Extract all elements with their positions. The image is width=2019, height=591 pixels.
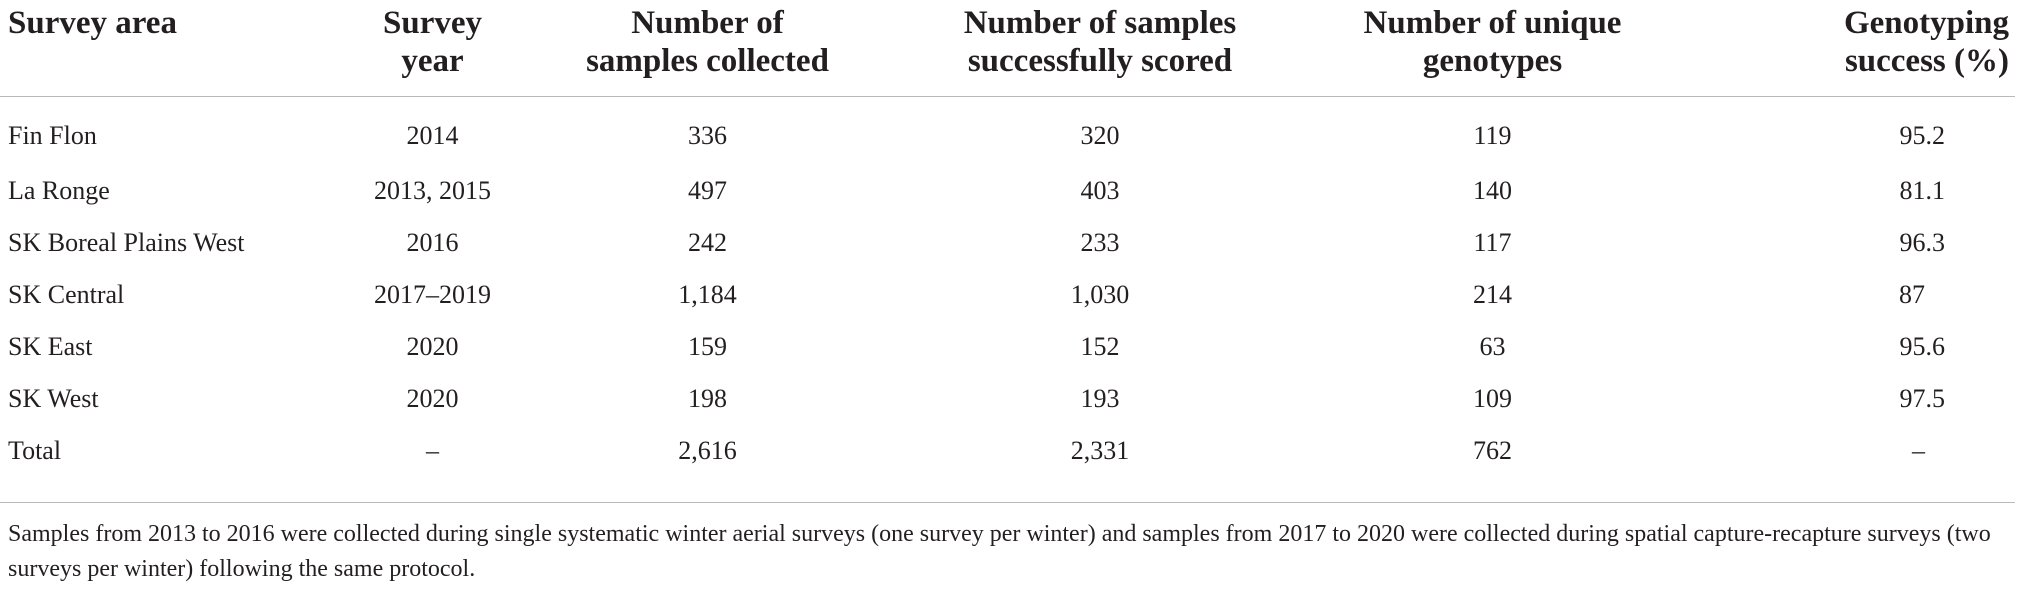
table-row: La Ronge 2013, 2015 497 403 140 81.1 bbox=[0, 165, 2015, 217]
cell-samples-scored: 233 bbox=[1080, 228, 1120, 257]
cell-survey-area: SK Central bbox=[8, 280, 125, 309]
cell-genotyping-success: 81.1 bbox=[1899, 176, 1946, 205]
cell-samples-scored: 2,331 bbox=[1070, 436, 1130, 465]
cell-unique-genotypes: 119 bbox=[1473, 121, 1512, 150]
cell-genotyping-success: 95.2 bbox=[1899, 121, 1946, 150]
header-survey-year: Survey year bbox=[350, 0, 515, 97]
cell-survey-area: SK West bbox=[8, 384, 99, 413]
cell-samples-collected: 497 bbox=[688, 176, 727, 205]
cell-samples-scored: 152 bbox=[1080, 332, 1120, 361]
survey-table: Survey area Survey year Number of sample… bbox=[0, 0, 2015, 483]
cell-genotyping-success: 97.5 bbox=[1899, 384, 1946, 413]
cell-survey-year: 2017–2019 bbox=[374, 280, 491, 309]
table-row: SK East 2020 159 152 63 95.6 bbox=[0, 321, 2015, 373]
table-row: SK Central 2017–2019 1,184 1,030 214 87 bbox=[0, 269, 2015, 321]
cell-survey-area: Fin Flon bbox=[8, 121, 97, 150]
cell-survey-area: SK Boreal Plains West bbox=[8, 228, 245, 257]
cell-samples-scored: 403 bbox=[1080, 176, 1120, 205]
cell-unique-genotypes: 140 bbox=[1473, 176, 1512, 205]
cell-samples-scored: 320 bbox=[1080, 121, 1120, 150]
cell-survey-year: 2013, 2015 bbox=[374, 176, 491, 205]
table-row: SK Boreal Plains West 2016 242 233 117 9… bbox=[0, 217, 2015, 269]
cell-unique-genotypes: 63 bbox=[1479, 332, 1506, 361]
header-unique-genotypes: Number of unique genotypes bbox=[1300, 0, 1685, 97]
header-samples-scored: Number of samples successfully scored bbox=[900, 0, 1300, 97]
header-samples-collected: Number of samples collected bbox=[515, 0, 900, 97]
cell-samples-scored: 1,030 bbox=[1070, 280, 1130, 309]
cell-genotyping-success: 96.3 bbox=[1899, 228, 1946, 257]
table-footnote: Samples from 2013 to 2016 were collected… bbox=[8, 521, 1991, 582]
cell-unique-genotypes: 214 bbox=[1473, 280, 1512, 309]
cell-survey-area: Total bbox=[8, 436, 62, 465]
cell-genotyping-success: 87 bbox=[1899, 280, 1925, 309]
cell-genotyping-success: 95.6 bbox=[1899, 332, 1946, 361]
cell-unique-genotypes: 109 bbox=[1473, 384, 1512, 413]
cell-samples-collected: 336 bbox=[688, 121, 727, 150]
cell-survey-year: 2020 bbox=[406, 384, 459, 413]
cell-survey-area: La Ronge bbox=[8, 176, 110, 205]
cell-unique-genotypes: 117 bbox=[1473, 228, 1512, 257]
table-row-total: Total – 2,616 2,331 762 – bbox=[0, 425, 2015, 483]
cell-samples-collected: 198 bbox=[688, 384, 727, 413]
cell-survey-year: 2016 bbox=[406, 228, 459, 257]
cell-samples-collected: 159 bbox=[688, 332, 727, 361]
cell-samples-scored: 193 bbox=[1080, 384, 1120, 413]
table-bottom-rule bbox=[0, 502, 2015, 503]
cell-unique-genotypes: 762 bbox=[1473, 436, 1512, 465]
cell-survey-year: 2020 bbox=[406, 332, 459, 361]
cell-survey-year: 2014 bbox=[406, 121, 459, 150]
header-genotyping-success: Genotyping success (%) bbox=[1685, 0, 2015, 97]
cell-survey-year: – bbox=[426, 436, 439, 465]
cell-samples-collected: 242 bbox=[688, 228, 727, 257]
cell-genotyping-success: – bbox=[1912, 436, 1925, 465]
header-survey-area: Survey area bbox=[0, 0, 350, 97]
table-header-row: Survey area Survey year Number of sample… bbox=[0, 0, 2015, 97]
cell-samples-collected: 1,184 bbox=[678, 280, 737, 309]
cell-samples-collected: 2,616 bbox=[678, 436, 737, 465]
table-row: Fin Flon 2014 336 320 119 95.2 bbox=[0, 97, 2015, 166]
cell-survey-area: SK East bbox=[8, 332, 93, 361]
table-row: SK West 2020 198 193 109 97.5 bbox=[0, 373, 2015, 425]
